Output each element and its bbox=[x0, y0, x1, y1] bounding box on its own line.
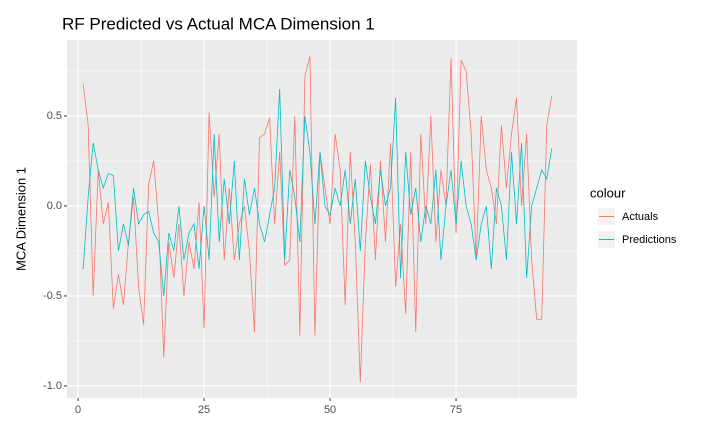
legend-label: Predictions bbox=[622, 234, 677, 246]
legend-label: Actuals bbox=[622, 211, 659, 223]
x-tick-label: 25 bbox=[198, 404, 210, 416]
y-axis-title: MCA Dimension 1 bbox=[13, 167, 28, 271]
panel-background bbox=[67, 40, 577, 398]
y-tick-label: -1.0 bbox=[43, 380, 62, 392]
series-line bbox=[82, 56, 553, 383]
x-tick-label: 50 bbox=[324, 404, 336, 416]
series-line bbox=[82, 88, 553, 296]
legend-title: colour bbox=[590, 185, 626, 200]
chart-title: RF Predicted vs Actual MCA Dimension 1 bbox=[62, 14, 375, 33]
y-tick-label: 0.0 bbox=[47, 200, 62, 212]
x-tick-label: 75 bbox=[450, 404, 462, 416]
y-tick-label: -0.5 bbox=[43, 290, 62, 302]
x-tick-label: 0 bbox=[75, 404, 81, 416]
y-tick-label: 0.5 bbox=[47, 110, 62, 122]
